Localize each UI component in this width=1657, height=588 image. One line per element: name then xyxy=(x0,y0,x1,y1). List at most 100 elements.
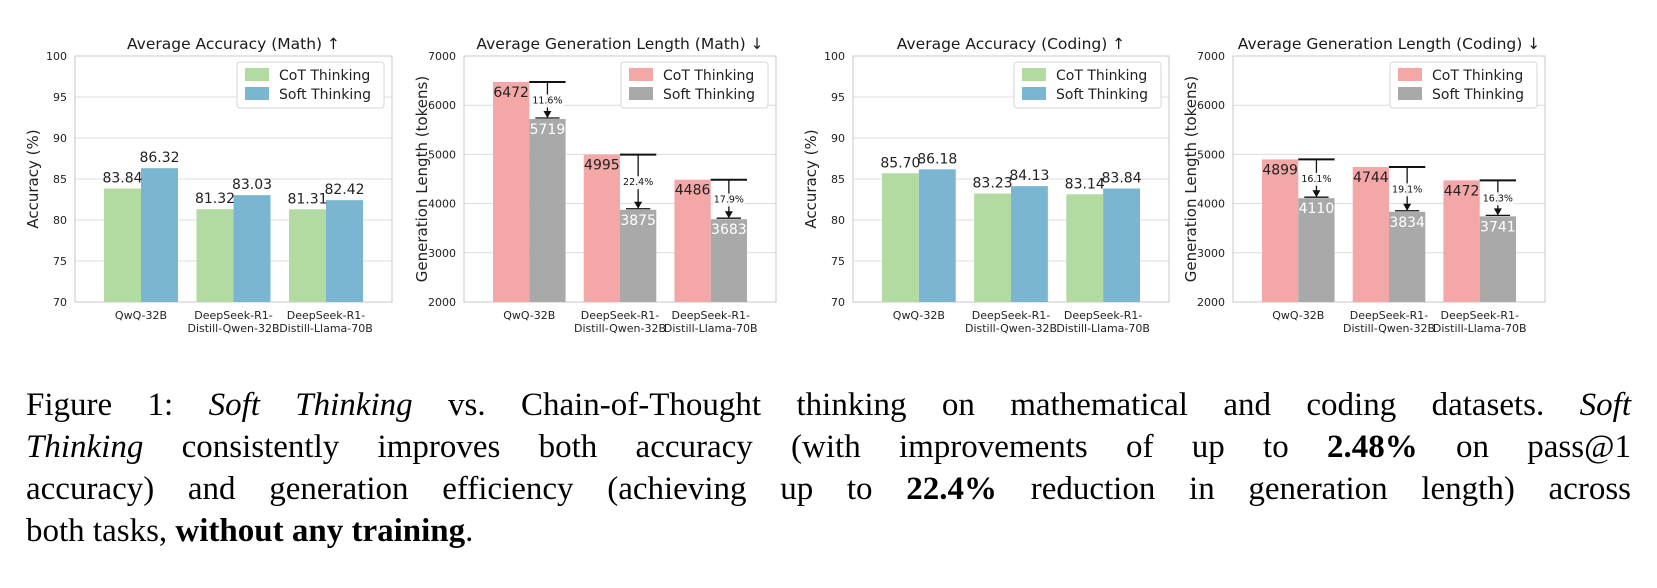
caption-bold: without any training xyxy=(175,513,466,549)
data-label: 83.84 xyxy=(1102,171,1142,187)
reduction-label: 17.9% xyxy=(714,194,744,205)
caption-text: on pass@1 xyxy=(1417,429,1631,465)
data-label: 81.31 xyxy=(287,191,327,207)
data-label: 4995 xyxy=(584,158,620,174)
chart-panel-2: 2000 3000 4000 5000 6000 7000 Average Generati… xyxy=(413,35,777,335)
reduction-label-bg xyxy=(622,176,655,190)
legend-swatch xyxy=(1398,87,1422,100)
y-tick-label: 6000 xyxy=(428,99,456,112)
caption-line-1: Figure 1: Soft Thinking vs. Chain-of-Tho… xyxy=(26,384,1631,426)
y-axis-label: Generation Length (tokens) xyxy=(1182,76,1200,282)
x-tick-label: DeepSeek-R1- xyxy=(1064,309,1142,322)
y-tick-label: 2000 xyxy=(1197,296,1225,309)
data-label: 3683 xyxy=(711,222,747,238)
caption-line-2: Thinking consistently improves both accu… xyxy=(26,426,1631,468)
x-tick-label: DeepSeek-R1- xyxy=(972,309,1050,322)
y-tick-label: 5000 xyxy=(428,148,456,161)
y-tick-label: 95 xyxy=(53,91,67,104)
x-tick-label: Distill-Llama-70B xyxy=(1056,322,1150,335)
data-label: 4110 xyxy=(1299,201,1335,217)
reduction-label-bg xyxy=(1300,172,1333,186)
legend xyxy=(236,61,385,109)
x-tick-label: Distill-Llama-70B xyxy=(664,322,758,335)
data-label: 85.70 xyxy=(880,155,920,171)
y-tick-label: 80 xyxy=(53,214,67,227)
caption-text: accuracy) and generation efficiency (ach… xyxy=(26,471,907,507)
y-tick-label: 3000 xyxy=(428,247,456,260)
reduction-arrowhead xyxy=(634,201,643,209)
reduction-label-bg xyxy=(1391,183,1424,197)
chart-title: Average Generation Length (Coding) ↓ xyxy=(1238,35,1541,53)
y-axis-label: Accuracy (%) xyxy=(802,129,820,228)
y-tick-label: 100 xyxy=(824,50,845,63)
x-tick-label: QwQ-32B xyxy=(1272,309,1324,322)
y-tick-label: 7000 xyxy=(428,50,456,63)
bar xyxy=(583,154,620,302)
x-tick-label: Distill-Llama-70B xyxy=(1433,322,1527,335)
legend-label: CoT Thinking xyxy=(279,68,370,84)
bar xyxy=(1298,198,1335,302)
chart-title: Average Generation Length (Math) ↓ xyxy=(476,35,763,53)
x-tick-label: QwQ-32B xyxy=(115,309,167,322)
bar xyxy=(710,219,747,302)
bar xyxy=(529,119,566,302)
y-tick-label: 4000 xyxy=(428,198,456,211)
legend xyxy=(1389,61,1538,109)
data-label: 6472 xyxy=(493,85,529,101)
x-tick-label: DeepSeek-R1- xyxy=(1440,309,1518,322)
y-tick-label: 5000 xyxy=(1197,148,1225,161)
legend-swatch xyxy=(1022,68,1046,81)
x-tick-label: Distill-Qwen-32B xyxy=(965,322,1057,335)
caption-line-3: accuracy) and generation efficiency (ach… xyxy=(26,468,1631,510)
data-label: 4899 xyxy=(1262,162,1298,178)
y-tick-label: 85 xyxy=(831,173,845,186)
reduction-arrowhead xyxy=(724,211,733,219)
y-tick-label: 70 xyxy=(831,296,845,309)
chart-title: Average Accuracy (Coding) ↑ xyxy=(897,35,1125,53)
bar xyxy=(1389,211,1426,302)
data-label: 5719 xyxy=(530,122,566,138)
bar xyxy=(918,169,956,302)
bar xyxy=(1011,186,1048,302)
bar xyxy=(289,209,326,302)
y-tick-label: 90 xyxy=(53,132,67,145)
y-tick-label: 2000 xyxy=(428,296,456,309)
y-tick-label: 90 xyxy=(831,132,845,145)
bar xyxy=(1066,194,1104,302)
chart-panel-4: 2000 3000 4000 5000 6000 7000 Average Generati… xyxy=(1182,35,1546,335)
bar xyxy=(326,200,363,302)
bar xyxy=(1103,188,1140,302)
caption-text: . xyxy=(465,513,474,549)
caption-bold: 22.4% xyxy=(906,471,998,507)
reduction-label-bg xyxy=(531,94,564,108)
data-label: 4472 xyxy=(1444,183,1480,199)
data-label: 3875 xyxy=(620,213,656,229)
legend-swatch xyxy=(629,68,653,81)
caption-text: vs. Chain-of-Thought thinking on mathema… xyxy=(412,387,1580,423)
bar xyxy=(233,195,271,302)
legend-swatch xyxy=(1022,87,1046,100)
legend-label: CoT Thinking xyxy=(1056,68,1147,84)
x-tick-label: DeepSeek-R1- xyxy=(287,309,365,322)
bar xyxy=(1352,166,1389,302)
bar xyxy=(1262,159,1299,302)
bar xyxy=(1479,216,1516,302)
bar xyxy=(674,179,711,302)
legend-swatch xyxy=(629,87,653,100)
reduction-arrowhead xyxy=(1312,190,1321,198)
data-label: 3834 xyxy=(1389,215,1425,231)
legend-swatch xyxy=(245,87,269,100)
figure-panel: 70 75 80 85 90 95 100 Average Accuracy (Math) ↑… xyxy=(24,35,1546,335)
x-tick-label: Distill-Llama-70B xyxy=(279,322,373,335)
y-tick-label: 80 xyxy=(831,214,845,227)
x-tick-label: QwQ-32B xyxy=(893,309,945,322)
x-tick-label: Distill-Qwen-32B xyxy=(187,322,279,335)
reduction-arrowhead xyxy=(543,111,552,119)
data-label: 4744 xyxy=(1353,170,1389,186)
caption-text: Figure 1: xyxy=(26,387,209,423)
x-tick-label: QwQ-32B xyxy=(503,309,555,322)
caption-text: consistently improves both accuracy (wit… xyxy=(143,429,1327,465)
bar xyxy=(974,193,1011,302)
reduction-label: 19.1% xyxy=(1392,184,1422,195)
caption-line-4: both tasks, without any training. xyxy=(26,510,1631,552)
